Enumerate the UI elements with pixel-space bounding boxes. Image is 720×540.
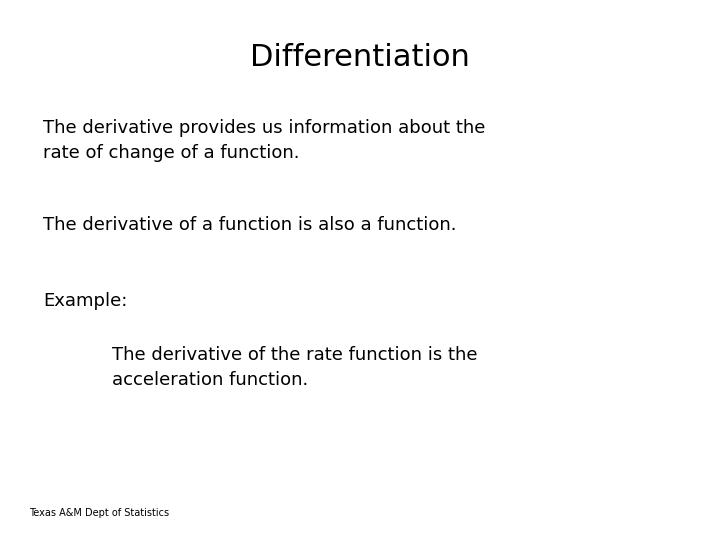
- Text: The derivative provides us information about the
rate of change of a function.: The derivative provides us information a…: [43, 119, 485, 162]
- Text: The derivative of the rate function is the
acceleration function.: The derivative of the rate function is t…: [112, 346, 477, 389]
- Text: Differentiation: Differentiation: [250, 43, 470, 72]
- Text: Texas A&M Dept of Statistics: Texas A&M Dept of Statistics: [29, 508, 169, 518]
- Text: The derivative of a function is also a function.: The derivative of a function is also a f…: [43, 216, 456, 234]
- Text: Example:: Example:: [43, 292, 127, 309]
